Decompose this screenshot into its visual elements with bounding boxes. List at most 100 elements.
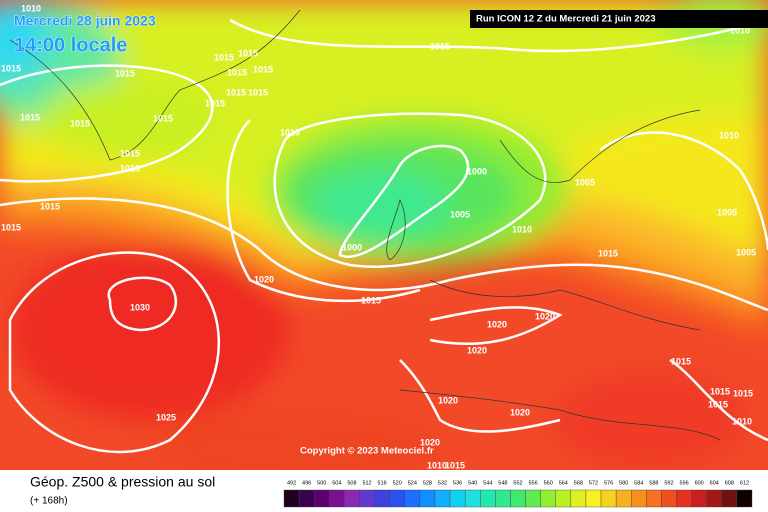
scale-swatch xyxy=(721,489,738,508)
scale-label: 576 xyxy=(604,480,613,486)
isobar-label: 1010 xyxy=(730,25,750,35)
scale-label: 500 xyxy=(317,480,326,486)
scale-label: 556 xyxy=(529,480,538,486)
scale-label: 528 xyxy=(423,480,432,486)
scale-label: 544 xyxy=(483,480,492,486)
forecast-date: Mercredi 28 juin 2023 xyxy=(14,13,156,29)
coastlines xyxy=(9,9,721,441)
isobar-label: 1020 xyxy=(254,274,274,284)
scale-swatch xyxy=(480,489,496,508)
isobar-label: 1020 xyxy=(420,437,440,447)
scale-swatch xyxy=(298,489,315,508)
isobar-label: 1015 xyxy=(253,64,273,74)
scale-swatch xyxy=(389,489,405,508)
isobar-label: 1015 xyxy=(1,63,21,73)
isobar-label: 1015 xyxy=(1,222,21,232)
scale-swatch xyxy=(434,489,451,508)
scale-label: 552 xyxy=(513,480,522,486)
scale-swatch xyxy=(419,489,436,508)
isobar-label: 1015 xyxy=(120,148,140,158)
isobar-label: 1020 xyxy=(535,311,555,321)
scale-label: 564 xyxy=(559,480,568,486)
isobar-label: 1015 xyxy=(205,98,225,108)
footer-title: Géop. Z500 & pression au sol xyxy=(30,474,215,490)
scale-label: 508 xyxy=(347,480,356,486)
isobar-label: 1015 xyxy=(430,41,450,51)
isobar-label: 1005 xyxy=(575,177,595,187)
isobar-label: 1015 xyxy=(226,87,246,97)
run-info: Run ICON 12 Z du Mercredi 21 juin 2023 xyxy=(476,14,656,25)
isobar-label: 1005 xyxy=(450,209,470,219)
isobar-label: 1010 xyxy=(21,3,41,13)
scale-label: 492 xyxy=(287,480,296,486)
scale-swatch xyxy=(359,489,375,508)
isobar-label: 1015 xyxy=(214,52,234,62)
isobar-label: 1015 xyxy=(20,112,40,122)
isobar-label: 1010 xyxy=(719,130,739,140)
isobar-label: 1015 xyxy=(120,163,140,173)
scale-swatch xyxy=(374,489,390,508)
scale-label: 580 xyxy=(619,480,628,486)
scale-label: 592 xyxy=(664,480,673,486)
scale-swatch xyxy=(570,489,587,508)
scale-label: 596 xyxy=(679,480,688,486)
scale-swatch xyxy=(329,489,345,508)
isobar-label: 1015 xyxy=(445,460,465,470)
scale-label: 536 xyxy=(453,480,462,486)
scale-swatch xyxy=(449,489,466,508)
scale-label: 532 xyxy=(438,480,447,486)
scale-label: 608 xyxy=(725,480,734,486)
scale-label: 512 xyxy=(362,480,371,486)
scale-label: 584 xyxy=(634,480,643,486)
scale-swatch xyxy=(615,489,632,508)
forecast-time: 14:00 locale xyxy=(14,34,127,56)
isobar-label: 1020 xyxy=(487,319,507,329)
scale-swatch xyxy=(344,489,360,508)
scale-label: 520 xyxy=(393,480,402,486)
isobar-label: 1015 xyxy=(115,68,135,78)
isobar-label: 1010 xyxy=(427,460,447,470)
scale-swatch xyxy=(283,489,300,508)
isobar-label: 1020 xyxy=(510,407,530,417)
scale-swatch xyxy=(404,489,421,508)
isobar-label: 1015 xyxy=(248,87,268,97)
isobar-label: 1000 xyxy=(467,166,487,176)
scale-label: 568 xyxy=(574,480,583,486)
isobar-label: 1020 xyxy=(467,345,487,355)
isobar-label: 1010 xyxy=(512,224,532,234)
scale-swatch xyxy=(631,489,647,508)
scale-label: 504 xyxy=(332,480,341,486)
scale-swatch xyxy=(676,489,692,508)
isobars xyxy=(0,18,768,454)
scale-swatch xyxy=(495,489,511,508)
isobar-label: 1015 xyxy=(361,295,381,305)
run-box xyxy=(470,10,768,28)
scale-swatch xyxy=(510,489,526,508)
scale-label: 572 xyxy=(589,480,598,486)
isobar-label: 1000 xyxy=(342,242,362,252)
isobar-label: 1015 xyxy=(40,201,60,211)
scale-label: 496 xyxy=(302,480,311,486)
scale-swatch xyxy=(540,489,556,508)
isobar-label: 1015 xyxy=(671,356,691,366)
scale-swatch xyxy=(585,489,602,508)
scale-label: 516 xyxy=(378,480,387,486)
scale-label: 540 xyxy=(468,480,477,486)
isobar-label: 1015 xyxy=(238,48,258,58)
isobar-label: 1030 xyxy=(130,302,150,312)
isobar-label: 1015 xyxy=(598,248,618,258)
isobar-label: 1005 xyxy=(736,247,756,257)
isobar-label: 1015 xyxy=(70,118,90,128)
scale-label: 612 xyxy=(740,480,749,486)
isobar-label: 1015 xyxy=(227,67,247,77)
scale-label: 560 xyxy=(544,480,553,486)
isobar-label: 1020 xyxy=(438,395,458,405)
scale-swatch xyxy=(555,489,572,508)
scale-swatch xyxy=(691,489,707,508)
isobar-label: 1015 xyxy=(153,113,173,123)
scale-label: 604 xyxy=(710,480,719,486)
scale-swatch xyxy=(736,489,753,508)
